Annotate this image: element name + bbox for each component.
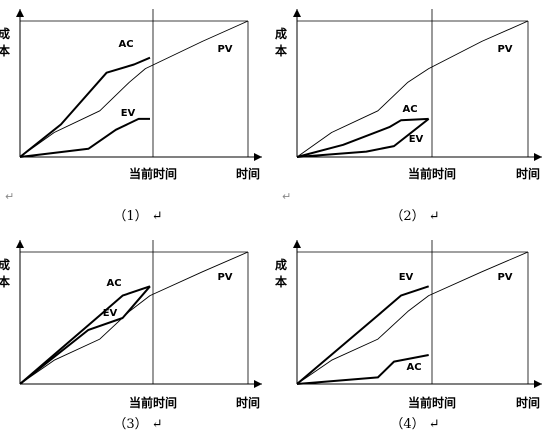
x-axis-arrow: [254, 153, 262, 161]
y-axis-label-char: 本: [275, 274, 287, 289]
y-axis-label-char: 本: [0, 274, 10, 289]
y-axis-arrow: [16, 240, 24, 248]
series-line-pv: [19, 251, 249, 385]
x-tick-label: 时间: [236, 395, 260, 410]
x-axis-arrow: [254, 380, 262, 388]
series-label-ev: EV: [399, 272, 414, 283]
series-line-pv: [19, 20, 249, 158]
series-line-ac: [296, 117, 429, 158]
series-line-ac: [19, 56, 151, 158]
x-tick-label: 当前时间: [129, 395, 177, 410]
panel-caption: （2） ↵: [390, 209, 439, 224]
series-label-ac: AC: [106, 278, 121, 289]
y-axis-arrow: [16, 9, 24, 17]
return-mark: ↵: [282, 190, 291, 203]
series-label-ev: EV: [409, 134, 424, 145]
y-axis-label-char: 成: [275, 26, 287, 41]
series-label-ev: EV: [121, 108, 136, 119]
y-axis-label-char: 成: [0, 26, 10, 41]
series-label-ac: AC: [118, 39, 133, 50]
x-tick-label: 当前时间: [408, 395, 456, 410]
series-line-pv: [296, 20, 529, 158]
series-label-ac: AC: [402, 104, 417, 115]
series-line-ev: [296, 118, 430, 158]
panel-caption: （1） ↵: [113, 209, 162, 224]
series-line-ac: [296, 354, 429, 385]
y-axis-label-char: 本: [275, 43, 287, 58]
panel-caption: （4） ↵: [390, 417, 439, 432]
series-label-pv: PV: [497, 44, 512, 55]
series-line-ac: [19, 285, 151, 385]
y-axis-label-char: 成: [0, 257, 10, 272]
series-label-pv: PV: [217, 44, 232, 55]
x-tick-label: 当前时间: [129, 166, 177, 181]
x-axis-arrow: [534, 153, 542, 161]
series-line-ev: [19, 285, 151, 385]
series-line-ev: [296, 285, 430, 385]
return-mark: ↵: [5, 190, 14, 203]
series-line-ev: [19, 117, 150, 158]
x-axis-arrow: [534, 380, 542, 388]
y-axis-arrow: [293, 240, 301, 248]
series-label-ev: EV: [103, 308, 118, 319]
series-label-ac: AC: [406, 362, 421, 373]
y-axis-arrow: [293, 9, 301, 17]
y-axis-label-char: 成: [275, 257, 287, 272]
x-tick-label: 当前时间: [408, 166, 456, 181]
x-tick-label: 时间: [236, 166, 260, 181]
series-label-pv: PV: [497, 272, 512, 283]
series-label-pv: PV: [217, 272, 232, 283]
panel-caption: （3） ↵: [113, 417, 162, 432]
y-axis-label-char: 本: [0, 43, 10, 58]
x-tick-label: 时间: [516, 166, 540, 181]
series-line-pv: [296, 251, 529, 385]
x-tick-label: 时间: [516, 395, 540, 410]
